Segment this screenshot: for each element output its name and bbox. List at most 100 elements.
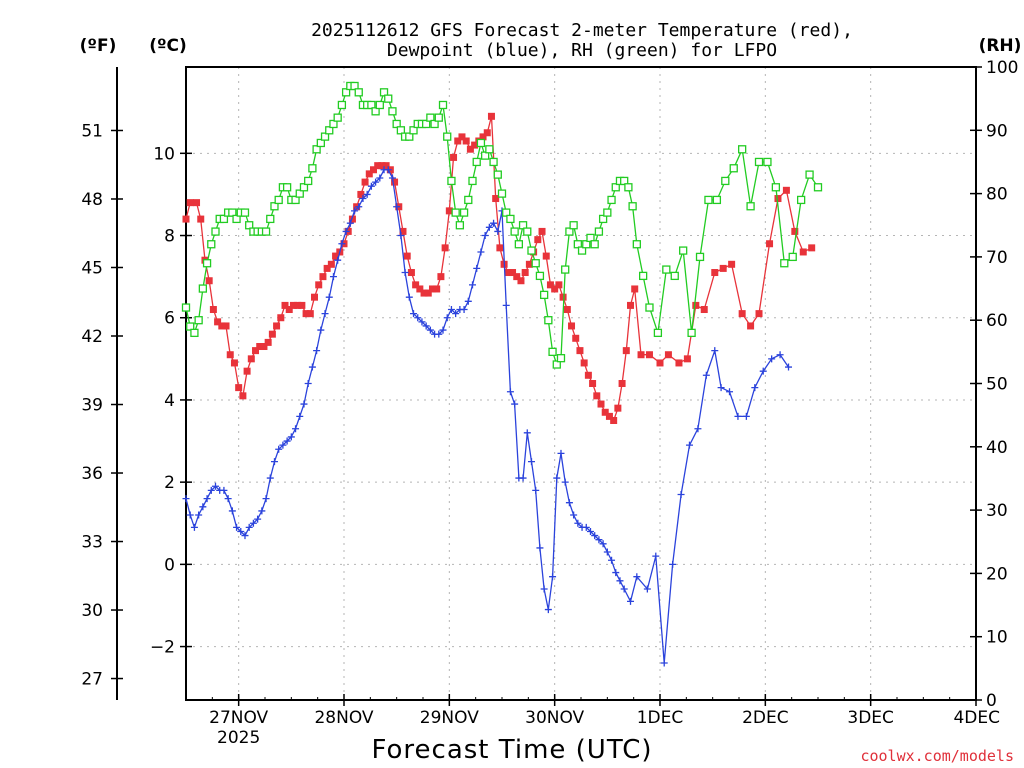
data-point bbox=[473, 264, 481, 272]
x-tick-label: 1DEC bbox=[637, 708, 684, 728]
data-point bbox=[228, 208, 237, 217]
data-point bbox=[534, 236, 542, 244]
data-point bbox=[544, 316, 553, 325]
axes: 273033363942454851−202468100102030405060… bbox=[81, 58, 1018, 748]
data-point bbox=[329, 273, 337, 281]
data-point bbox=[235, 384, 243, 392]
data-point bbox=[712, 195, 722, 205]
data-point bbox=[438, 100, 448, 110]
data-point bbox=[434, 113, 443, 122]
data-point bbox=[285, 306, 293, 314]
data-point bbox=[490, 219, 498, 227]
data-point bbox=[316, 138, 325, 148]
data-point bbox=[359, 195, 367, 203]
data-point bbox=[472, 157, 481, 167]
data-point bbox=[577, 246, 587, 255]
data-point bbox=[518, 221, 528, 230]
data-point bbox=[374, 162, 382, 170]
data-point bbox=[422, 119, 431, 129]
data-point bbox=[317, 326, 325, 334]
data-point bbox=[763, 157, 772, 167]
data-point bbox=[517, 277, 525, 285]
data-point bbox=[237, 527, 245, 535]
data-point bbox=[569, 221, 578, 230]
rh-tick-label: 10 bbox=[986, 628, 1008, 648]
fahrenheit-tick-label: 30 bbox=[81, 601, 103, 621]
credit-text: coolwx.com/models bbox=[860, 747, 1014, 765]
data-point bbox=[548, 347, 557, 357]
data-point bbox=[751, 384, 759, 392]
data-point bbox=[808, 244, 816, 252]
data-point bbox=[506, 388, 514, 396]
data-point bbox=[382, 162, 390, 170]
data-point bbox=[401, 269, 409, 277]
data-point bbox=[279, 441, 287, 449]
data-point bbox=[660, 659, 668, 667]
data-point bbox=[450, 153, 458, 161]
data-point bbox=[584, 371, 592, 379]
data-point bbox=[348, 215, 356, 223]
data-point bbox=[538, 227, 546, 235]
data-point bbox=[199, 503, 207, 511]
data-point bbox=[616, 577, 624, 585]
data-point bbox=[717, 384, 725, 392]
data-point bbox=[462, 137, 470, 145]
data-point bbox=[590, 240, 599, 249]
data-point bbox=[645, 351, 653, 359]
data-point bbox=[261, 227, 271, 236]
data-point bbox=[220, 486, 228, 494]
data-point bbox=[637, 351, 645, 359]
data-point bbox=[333, 113, 342, 122]
data-point bbox=[702, 371, 710, 379]
data-point bbox=[372, 178, 380, 186]
data-point bbox=[535, 271, 545, 281]
data-point bbox=[379, 88, 389, 97]
data-point bbox=[695, 252, 705, 262]
data-point bbox=[351, 207, 359, 215]
data-point bbox=[426, 113, 435, 122]
data-point bbox=[315, 281, 323, 289]
data-point bbox=[299, 183, 309, 192]
data-point bbox=[551, 285, 559, 293]
data-point bbox=[738, 310, 746, 318]
data-point bbox=[435, 330, 443, 338]
data-point bbox=[405, 293, 413, 301]
data-point bbox=[193, 199, 201, 207]
data-point bbox=[341, 88, 351, 97]
data-point bbox=[754, 157, 764, 167]
data-point bbox=[523, 227, 532, 236]
data-point bbox=[582, 523, 590, 531]
series-0 bbox=[182, 112, 816, 424]
data-point bbox=[782, 186, 790, 194]
data-point bbox=[230, 359, 238, 367]
data-point bbox=[228, 507, 236, 515]
data-point bbox=[422, 322, 430, 330]
fahrenheit-tick-label: 51 bbox=[81, 121, 103, 141]
data-point bbox=[632, 240, 641, 249]
data-point bbox=[656, 359, 664, 367]
data-point bbox=[311, 293, 319, 301]
rh-tick-label: 40 bbox=[986, 438, 1008, 458]
data-point bbox=[595, 536, 603, 544]
rh-tick-label: 90 bbox=[986, 121, 1008, 141]
data-point bbox=[669, 560, 677, 568]
data-point bbox=[296, 412, 304, 420]
data-point bbox=[580, 359, 588, 367]
data-point bbox=[430, 119, 439, 129]
data-point bbox=[300, 400, 308, 408]
data-point bbox=[568, 322, 576, 330]
rh-tick-label: 70 bbox=[986, 248, 1008, 268]
data-point bbox=[805, 170, 814, 179]
data-point bbox=[496, 244, 504, 252]
data-point bbox=[211, 482, 219, 490]
data-point bbox=[556, 354, 566, 363]
data-point bbox=[451, 208, 460, 217]
data-point bbox=[485, 223, 493, 231]
data-point bbox=[375, 100, 384, 110]
data-point bbox=[557, 449, 565, 457]
data-point bbox=[511, 400, 519, 408]
data-point bbox=[536, 544, 544, 552]
data-point bbox=[241, 532, 249, 540]
data-point bbox=[410, 310, 418, 318]
